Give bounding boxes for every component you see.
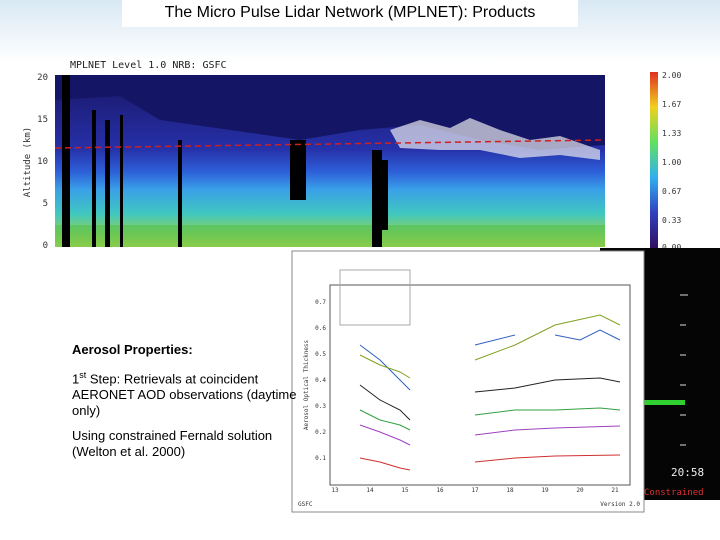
aod-footer-right: Version 2.0 xyxy=(600,501,640,508)
side-time-label: 20:58 xyxy=(671,466,704,479)
colorbar-tick: 0.33 xyxy=(662,216,681,225)
lidar-y-tick: 0 xyxy=(43,241,48,251)
lidar-y-tick: 10 xyxy=(37,157,48,167)
lidar-y-tick: 20 xyxy=(37,73,48,83)
aod-plot-frame xyxy=(291,250,645,513)
lidar-y-axis-label: Altitude (km) xyxy=(23,127,33,197)
aod-y-tick: 0.4 xyxy=(315,377,326,384)
aod-x-tick: 20 xyxy=(576,487,584,494)
lidar-cloud-top-line xyxy=(54,139,606,149)
step-number: 1 xyxy=(72,371,80,387)
lidar-gaps xyxy=(62,75,388,247)
aod-x-tick: 18 xyxy=(506,487,514,494)
colorbar-tick: 2.00 xyxy=(662,71,681,80)
lidar-heading: MPLNET Level 1.0 NRB: GSFC xyxy=(70,60,227,71)
aod-x-tick: 16 xyxy=(436,487,444,494)
colorbar xyxy=(650,72,658,248)
aod-legend-box xyxy=(339,269,411,326)
section-heading: Aerosol Properties: xyxy=(72,342,193,357)
aod-y-tick: 0.5 xyxy=(315,351,326,358)
aod-x-tick: 15 xyxy=(401,487,409,494)
method-paragraph: Using constrained Fernald solution (Welt… xyxy=(72,428,273,460)
aod-x-tick: 17 xyxy=(471,487,479,494)
colorbar-tick: 1.67 xyxy=(662,100,681,109)
aod-plot-axes xyxy=(329,284,631,486)
colorbar-tick: 0.00 xyxy=(662,243,681,252)
side-panel-band xyxy=(640,400,685,405)
lidar-y-tick: 5 xyxy=(43,199,48,209)
aod-x-tick: 21 xyxy=(611,487,619,494)
step-paragraph: 1st Step: Retrievals at coincident AERON… xyxy=(72,367,297,419)
aod-series-traces xyxy=(359,314,621,471)
aod-y-tick: 0.1 xyxy=(315,455,326,462)
step-text: Step: Retrievals at coincident AERONET A… xyxy=(72,371,297,419)
aod-y-axis-label: Aerosol Optical Thickness xyxy=(303,339,310,430)
lidar-aerosol-layer xyxy=(55,96,605,247)
aod-x-tick: 13 xyxy=(331,487,339,494)
aod-y-tick: 0.6 xyxy=(315,325,326,332)
aod-y-tick: 0.7 xyxy=(315,299,326,306)
aod-footer-left: GSFC xyxy=(298,501,313,508)
aod-y-tick: 0.3 xyxy=(315,403,326,410)
colorbar-tick: 0.67 xyxy=(662,187,681,196)
colorbar-tick: 1.33 xyxy=(662,129,681,138)
side-constrained-label: Constrained xyxy=(644,488,704,498)
slide-title: The Micro Pulse Lidar Network (MPLNET): … xyxy=(122,0,578,27)
text-block: Aerosol Properties: 1st Step: Retrievals… xyxy=(72,342,297,469)
aod-y-tick: 0.2 xyxy=(315,429,326,436)
step-suffix: st xyxy=(79,370,87,380)
lidar-cloud xyxy=(390,118,600,160)
lidar-boundary-layer xyxy=(55,225,605,247)
lidar-y-tick: 15 xyxy=(37,115,48,125)
side-panel-ticks xyxy=(680,294,688,446)
aod-x-tick: 19 xyxy=(541,487,549,494)
colorbar-tick: 1.00 xyxy=(662,158,681,167)
aod-x-tick: 14 xyxy=(366,487,374,494)
